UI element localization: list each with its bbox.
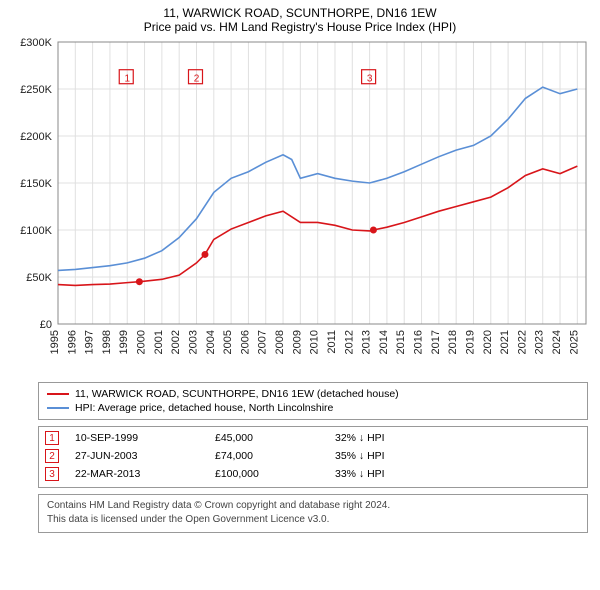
legend-item-hpi: HPI: Average price, detached house, Nort… — [47, 401, 579, 415]
svg-text:1995: 1995 — [49, 330, 61, 354]
footer-line1: Contains HM Land Registry data © Crown c… — [47, 499, 579, 513]
marker-point-1 — [136, 278, 143, 285]
svg-text:2003: 2003 — [187, 330, 199, 354]
svg-text:2009: 2009 — [291, 330, 303, 354]
svg-text:2014: 2014 — [378, 330, 390, 354]
chart-title: 11, WARWICK ROAD, SCUNTHORPE, DN16 1EW — [0, 0, 600, 20]
svg-text:2010: 2010 — [309, 330, 321, 354]
marker-point-3 — [370, 227, 377, 234]
svg-text:2000: 2000 — [136, 330, 148, 354]
svg-text:£200K: £200K — [20, 131, 52, 143]
tx-date-3: 22-MAR-2013 — [75, 468, 215, 480]
svg-text:2021: 2021 — [499, 330, 511, 354]
legend-swatch-hpi — [47, 407, 69, 409]
svg-text:£300K: £300K — [20, 37, 52, 49]
svg-text:£50K: £50K — [26, 272, 52, 284]
transactions-table: 1 10-SEP-1999£45,00032% ↓ HPI 2 27-JUN-2003… — [38, 426, 588, 488]
legend: 11, WARWICK ROAD, SCUNTHORPE, DN16 1EW (… — [38, 382, 588, 420]
svg-text:2025: 2025 — [568, 330, 580, 354]
chart-container: 11, WARWICK ROAD, SCUNTHORPE, DN16 1EW P… — [0, 0, 600, 590]
svg-text:1998: 1998 — [101, 330, 113, 354]
line-chart: £0 £50K £100K £150K £200K £250K £300K 1995 1996 1… — [8, 36, 592, 376]
svg-text:2008: 2008 — [274, 330, 286, 354]
footer-attribution: Contains HM Land Registry data © Crown c… — [38, 494, 588, 533]
svg-text:2013: 2013 — [361, 330, 373, 354]
tx-delta-1: 32% ↓ HPI — [335, 432, 455, 444]
chart-subtitle: Price paid vs. HM Land Registry's House … — [0, 20, 600, 34]
svg-text:2023: 2023 — [534, 330, 546, 354]
marker-num-2: 2 — [194, 73, 200, 84]
tx-delta-3: 33% ↓ HPI — [335, 468, 455, 480]
svg-text:2012: 2012 — [343, 330, 355, 354]
tx-marker-3: 3 — [45, 467, 59, 481]
svg-text:2005: 2005 — [222, 330, 234, 354]
tx-price-3: £100,000 — [215, 468, 335, 480]
svg-text:2011: 2011 — [326, 330, 338, 354]
svg-text:2024: 2024 — [551, 330, 563, 354]
svg-text:2019: 2019 — [464, 330, 476, 354]
svg-text:1996: 1996 — [66, 330, 78, 354]
svg-text:2020: 2020 — [482, 330, 494, 354]
svg-text:£100K: £100K — [20, 225, 52, 237]
svg-text:2007: 2007 — [257, 330, 269, 354]
svg-text:2018: 2018 — [447, 330, 459, 354]
svg-text:£250K: £250K — [20, 84, 52, 96]
tx-price-2: £74,000 — [215, 450, 335, 462]
svg-text:2001: 2001 — [153, 330, 165, 354]
marker-point-2 — [201, 251, 208, 258]
tx-price-1: £45,000 — [215, 432, 335, 444]
legend-label-property: 11, WARWICK ROAD, SCUNTHORPE, DN16 1EW (… — [75, 388, 399, 400]
svg-text:£0: £0 — [40, 319, 52, 331]
tx-date-2: 27-JUN-2003 — [75, 450, 215, 462]
svg-text:2015: 2015 — [395, 330, 407, 354]
legend-item-property: 11, WARWICK ROAD, SCUNTHORPE, DN16 1EW (… — [47, 387, 579, 401]
svg-text:1997: 1997 — [84, 330, 96, 354]
svg-text:1999: 1999 — [118, 330, 130, 354]
svg-text:2017: 2017 — [430, 330, 442, 354]
marker-num-1: 1 — [124, 73, 130, 84]
chart-area: £0 £50K £100K £150K £200K £250K £300K 1995 1996 1… — [8, 36, 592, 376]
legend-swatch-property — [47, 393, 69, 395]
svg-text:£150K: £150K — [20, 178, 52, 190]
tx-marker-2: 2 — [45, 449, 59, 463]
svg-text:2022: 2022 — [516, 330, 528, 354]
svg-text:2004: 2004 — [205, 330, 217, 354]
svg-text:2002: 2002 — [170, 330, 182, 354]
legend-label-hpi: HPI: Average price, detached house, Nort… — [75, 402, 333, 414]
tx-date-1: 10-SEP-1999 — [75, 432, 215, 444]
svg-text:2006: 2006 — [239, 330, 251, 354]
tx-delta-2: 35% ↓ HPI — [335, 450, 455, 462]
svg-text:2016: 2016 — [413, 330, 425, 354]
footer-line2: This data is licensed under the Open Gov… — [47, 513, 579, 527]
marker-num-3: 3 — [367, 73, 373, 84]
tx-marker-1: 1 — [45, 431, 59, 445]
